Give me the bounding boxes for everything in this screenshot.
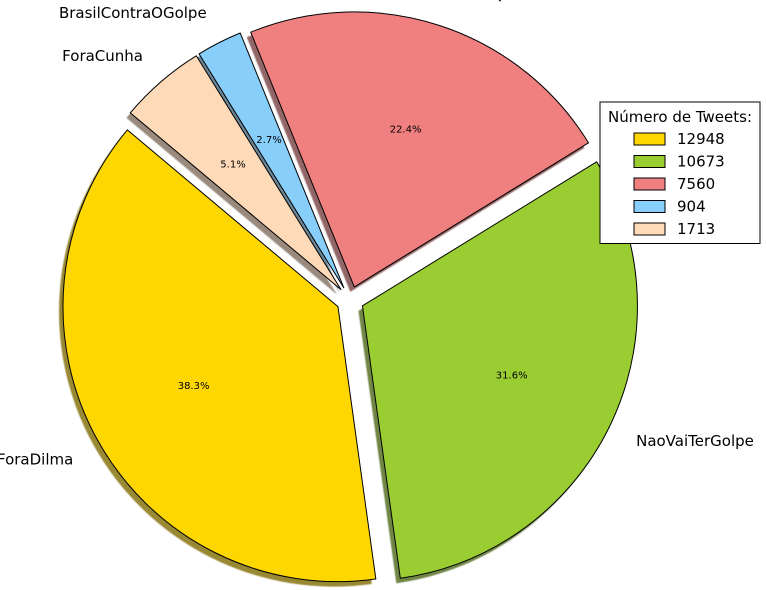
- slice-label-nao-vai-ter-golpe: NaoVaiTerGolpe: [636, 432, 754, 450]
- slice-label-brasil-contra-ogolpe: BrasilContraOGolpe: [59, 4, 207, 22]
- slice-label-fora-dilma: ForaDilma: [0, 450, 73, 468]
- legend-entry: 7560: [677, 175, 715, 193]
- legend-entry: 10673: [677, 153, 725, 171]
- legend-swatch-fora-dilma: [633, 132, 666, 146]
- legend-title: Número de Tweets:: [608, 108, 752, 126]
- slice-brasil-contra-ogolpe: [198, 32, 345, 289]
- legend-entry: 904: [677, 198, 706, 216]
- legend-swatch-tchau-querida: [633, 177, 666, 191]
- legend: Número de Tweets: 12948 10673 7560 904 1713: [599, 101, 761, 244]
- slices: [62, 11, 638, 583]
- slice-fora-cunha: [129, 55, 342, 291]
- legend-swatch-fora-cunha: [633, 222, 666, 236]
- percent-label-brasil-contra-ogolpe: 2.7%: [256, 135, 281, 146]
- percent-label-fora-cunha: 5.1%: [220, 159, 245, 170]
- legend-entry: 1713: [677, 220, 715, 238]
- legend-box: [599, 101, 761, 244]
- legend-entry: 12948: [677, 130, 725, 148]
- slice-labels: ForaDilma NaoVaiTerGolpe TchauQuerida Brasi…: [0, 0, 754, 468]
- slice-fora-dilma: [62, 129, 377, 583]
- percent-label-tchau-querida: 22.4%: [390, 125, 422, 136]
- slice-label-fora-cunha: ForaCunha: [62, 47, 143, 65]
- legend-swatch-nao-vai-ter-golpe: [633, 155, 666, 168]
- slice-label-tchau-querida: TchauQuerida: [447, 0, 551, 4]
- slice-tchau-querida: [250, 11, 590, 288]
- percent-label-fora-dilma: 38.3%: [178, 381, 210, 392]
- percent-labels: 38.3% 31.6% 22.4% 2.7% 5.1%: [178, 125, 528, 392]
- percent-label-nao-vai-ter-golpe: 31.6%: [496, 371, 528, 382]
- legend-swatch-brasil-contra-ogolpe: [633, 200, 666, 213]
